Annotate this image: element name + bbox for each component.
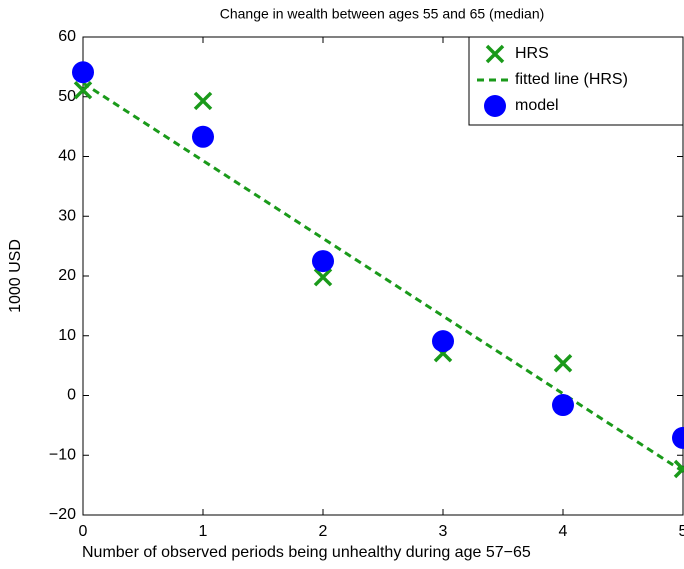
x-tick-label: 1 <box>199 523 208 540</box>
x-marker <box>313 267 333 287</box>
x-tick-label: 0 <box>79 523 88 540</box>
legend: HRS fitted line (HRS) model <box>468 36 684 126</box>
y-tick-label: 40 <box>58 148 76 165</box>
y-tick-label: 20 <box>58 267 76 284</box>
circle-marker <box>672 426 684 449</box>
legend-label: model <box>515 97 559 114</box>
y-tick-label: 60 <box>58 28 76 45</box>
circle-marker <box>552 394 574 417</box>
y-tick-label: −20 <box>49 506 76 523</box>
x-tick-label: 3 <box>439 523 448 540</box>
x-marker <box>673 459 684 479</box>
y-axis-label: 1000 USD <box>7 239 24 313</box>
legend-label: HRS <box>515 45 549 62</box>
x-tick-label: 5 <box>679 523 684 540</box>
x-tick-label: 4 <box>559 523 568 540</box>
y-tick-label: −10 <box>49 446 76 463</box>
circle-marker <box>312 250 334 273</box>
y-tick-label: 30 <box>58 207 76 224</box>
y-tick-label: 10 <box>58 327 76 344</box>
x-marker <box>193 91 213 111</box>
circle-marker <box>72 61 94 84</box>
y-tick-label: 0 <box>67 387 76 404</box>
x-axis-label: Number of observed periods being unhealt… <box>82 544 531 561</box>
x-marker <box>553 353 573 373</box>
x-tick-label: 2 <box>319 523 328 540</box>
y-tick-label: 50 <box>58 88 76 105</box>
circle-marker <box>192 125 214 148</box>
legend-label: fitted line (HRS) <box>515 71 628 88</box>
chart-title: Change in wealth between ages 55 and 65 … <box>220 6 545 22</box>
legend-swatch <box>484 95 506 117</box>
legend-swatch <box>485 44 505 64</box>
circle-marker <box>432 330 454 353</box>
